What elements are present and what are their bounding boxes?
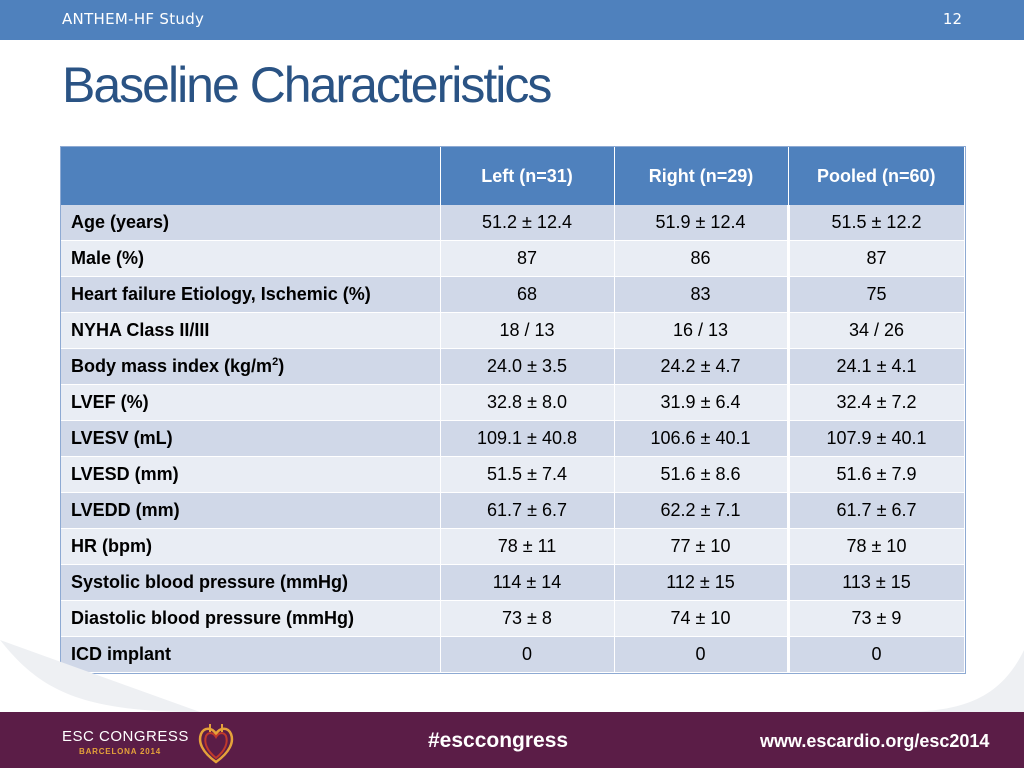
- cell-right: 112 ± 15: [614, 564, 790, 601]
- background-swoosh: [0, 640, 1024, 712]
- table-row: Male (%) 87 86 87: [61, 240, 965, 277]
- cell-right: 74 ± 10: [614, 600, 790, 637]
- table-header-row: Left (n=31) Right (n=29) Pooled (n=60): [61, 147, 964, 205]
- cell-left: 109.1 ± 40.8: [440, 420, 615, 457]
- cell-left: 0: [440, 636, 615, 673]
- cell-right: 51.6 ± 8.6: [614, 456, 790, 493]
- cell-right: 86: [614, 240, 790, 277]
- cell-pooled: 51.6 ± 7.9: [788, 456, 965, 493]
- row-label: Heart failure Etiology, Ischemic (%): [61, 276, 441, 313]
- table-body: Age (years) 51.2 ± 12.4 51.9 ± 12.4 51.5 ± …: [61, 205, 965, 673]
- cell-pooled: 78 ± 10: [788, 528, 965, 565]
- heart-logo-icon: [198, 724, 234, 764]
- cell-left: 114 ± 14: [440, 564, 615, 601]
- row-label: Male (%): [61, 240, 441, 277]
- cell-pooled: 107.9 ± 40.1: [788, 420, 965, 457]
- table-row: Diastolic blood pressure (mmHg) 73 ± 8 74 …: [61, 600, 965, 637]
- cell-left: 51.5 ± 7.4: [440, 456, 615, 493]
- cell-left: 78 ± 11: [440, 528, 615, 565]
- row-label: Systolic blood pressure (mmHg): [61, 564, 441, 601]
- cell-left: 32.8 ± 8.0: [440, 384, 615, 421]
- cell-left: 73 ± 8: [440, 600, 615, 637]
- top-bar: ANTHEM-HF Study 12: [0, 0, 1024, 40]
- header-cell-right: Right (n=29): [614, 147, 789, 205]
- cell-left: 51.2 ± 12.4: [440, 205, 615, 241]
- congress-name: ESC CONGRESS: [62, 728, 189, 745]
- cell-left: 24.0 ± 3.5: [440, 348, 615, 385]
- table-row: HR (bpm) 78 ± 11 77 ± 10 78 ± 10: [61, 528, 965, 565]
- cell-left: 68: [440, 276, 615, 313]
- cell-right: 0: [614, 636, 790, 673]
- cell-right: 83: [614, 276, 790, 313]
- cell-right: 51.9 ± 12.4: [614, 205, 790, 241]
- row-label: Age (years): [61, 205, 441, 241]
- cell-right: 31.9 ± 6.4: [614, 384, 790, 421]
- cell-pooled: 113 ± 15: [788, 564, 965, 601]
- table-row: NYHA Class II/III 18 / 13 16 / 13 34 / 26: [61, 312, 965, 349]
- footer-bar: ESC CONGRESS BARCELONA 2014 #esccongress…: [0, 712, 1024, 768]
- study-name: ANTHEM-HF Study: [62, 10, 205, 28]
- row-label: HR (bpm): [61, 528, 441, 565]
- baseline-table: Left (n=31) Right (n=29) Pooled (n=60) A…: [60, 146, 966, 674]
- cell-pooled: 75: [788, 276, 965, 313]
- cell-pooled: 87: [788, 240, 965, 277]
- table-row: LVESD (mm) 51.5 ± 7.4 51.6 ± 8.6 51.6 ± 7.9: [61, 456, 965, 493]
- row-label: Body mass index (kg/m2): [61, 348, 441, 385]
- table-row: Systolic blood pressure (mmHg) 114 ± 14 11…: [61, 564, 965, 601]
- table-row: Age (years) 51.2 ± 12.4 51.9 ± 12.4 51.5 ± …: [61, 205, 965, 241]
- cell-pooled: 24.1 ± 4.1: [788, 348, 965, 385]
- cell-pooled: 0: [788, 636, 965, 673]
- cell-left: 87: [440, 240, 615, 277]
- header-cell-pooled: Pooled (n=60): [788, 147, 964, 205]
- cell-right: 62.2 ± 7.1: [614, 492, 790, 529]
- cell-right: 24.2 ± 4.7: [614, 348, 790, 385]
- congress-city: BARCELONA 2014: [79, 747, 162, 756]
- cell-left: 61.7 ± 6.7: [440, 492, 615, 529]
- table-row: LVEF (%) 32.8 ± 8.0 31.9 ± 6.4 32.4 ± 7.2: [61, 384, 965, 421]
- table-row: Body mass index (kg/m2) 24.0 ± 3.5 24.2 ± …: [61, 348, 965, 385]
- cell-pooled: 51.5 ± 12.2: [788, 205, 965, 241]
- row-label: NYHA Class II/III: [61, 312, 441, 349]
- page-number: 12: [942, 10, 962, 28]
- slide-title: Baseline Characteristics: [62, 57, 552, 113]
- table-row: LVESV (mL) 109.1 ± 40.8 106.6 ± 40.1 107.9 …: [61, 420, 965, 457]
- cell-right: 16 / 13: [614, 312, 790, 349]
- cell-right: 77 ± 10: [614, 528, 790, 565]
- table-row: ICD implant 0 0 0: [61, 636, 965, 673]
- cell-right: 106.6 ± 40.1: [614, 420, 790, 457]
- website-url: www.escardio.org/esc2014: [760, 731, 990, 751]
- table-row: Heart failure Etiology, Ischemic (%) 68 83…: [61, 276, 965, 313]
- table-row: LVEDD (mm) 61.7 ± 6.7 62.2 ± 7.1 61.7 ± 6.7: [61, 492, 965, 529]
- cell-pooled: 73 ± 9: [788, 600, 965, 637]
- cell-pooled: 61.7 ± 6.7: [788, 492, 965, 529]
- header-cell-label: [61, 147, 441, 205]
- cell-pooled: 32.4 ± 7.2: [788, 384, 965, 421]
- row-label: LVESV (mL): [61, 420, 441, 457]
- header-cell-left: Left (n=31): [440, 147, 615, 205]
- cell-pooled: 34 / 26: [788, 312, 965, 349]
- row-label: LVESD (mm): [61, 456, 441, 493]
- row-label: LVEF (%): [61, 384, 441, 421]
- row-label: Diastolic blood pressure (mmHg): [61, 600, 441, 637]
- row-label: ICD implant: [61, 636, 441, 673]
- hashtag: #esccongress: [428, 729, 569, 752]
- cell-left: 18 / 13: [440, 312, 615, 349]
- row-label: LVEDD (mm): [61, 492, 441, 529]
